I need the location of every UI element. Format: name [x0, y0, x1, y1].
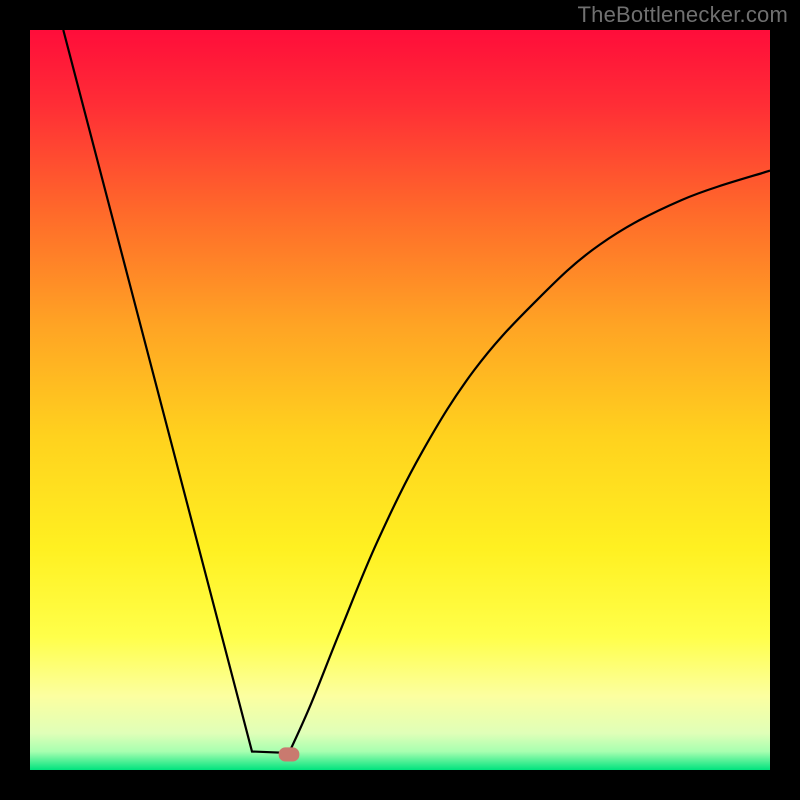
optimal-point-marker — [279, 747, 300, 761]
bottleneck-curve — [63, 30, 770, 753]
plot-area — [30, 30, 770, 770]
curve-layer — [30, 30, 770, 770]
watermark-text: TheBottlenecker.com — [578, 2, 788, 28]
chart-frame: TheBottlenecker.com — [0, 0, 800, 800]
